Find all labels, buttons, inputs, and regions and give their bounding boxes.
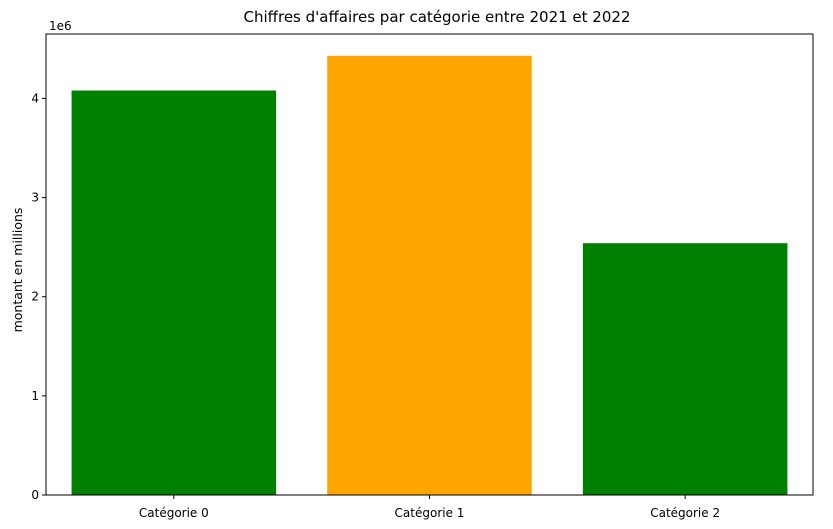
y-axis-offset-label: 1e6 <box>49 19 72 33</box>
y-tick-label-4: 4 <box>31 91 39 105</box>
x-tick-label-0: Catégorie 0 <box>139 506 209 520</box>
y-axis-label: montant en millions <box>10 208 25 333</box>
y-tick-label-1: 1 <box>31 389 39 403</box>
x-ticks-group: Catégorie 0 Catégorie 1 Catégorie 2 <box>139 495 720 520</box>
y-tick-label-2: 2 <box>31 290 39 304</box>
chart-title: Chiffres d'affaires par catégorie entre … <box>244 8 631 26</box>
y-ticks-group: 0 1 2 3 4 <box>31 91 46 502</box>
y-tick-label-3: 3 <box>31 191 39 205</box>
bars-group <box>71 55 788 495</box>
x-tick-label-2: Catégorie 2 <box>650 506 720 520</box>
plot-frame <box>45 33 814 496</box>
y-tick-label-0: 0 <box>31 488 39 502</box>
bar-1 <box>327 55 532 495</box>
x-tick-label-1: Catégorie 1 <box>395 506 465 520</box>
bar-0 <box>71 90 277 495</box>
bar-2 <box>582 243 788 495</box>
